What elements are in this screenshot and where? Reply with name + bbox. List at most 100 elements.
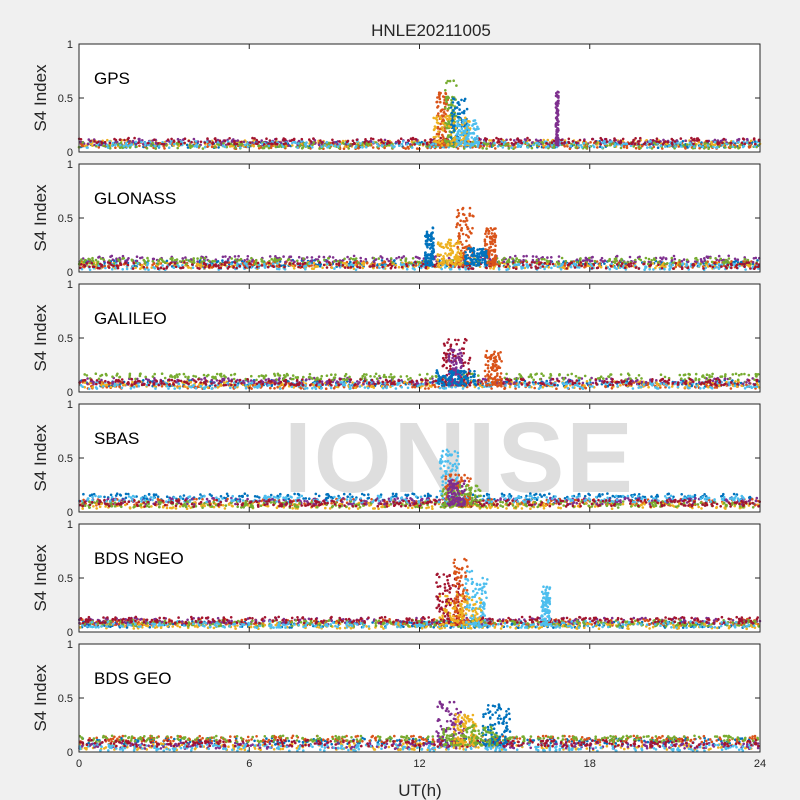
data-point	[311, 143, 314, 147]
data-point	[623, 260, 626, 264]
data-point	[667, 144, 671, 148]
data-point	[426, 260, 430, 263]
data-point	[505, 268, 508, 272]
data-point	[389, 262, 392, 266]
data-point	[429, 247, 432, 250]
data-point	[579, 144, 583, 147]
data-point	[441, 121, 445, 125]
data-point	[239, 140, 243, 144]
data-point	[493, 232, 496, 235]
data-point	[422, 262, 425, 266]
data-point	[167, 146, 171, 149]
data-point	[701, 260, 704, 264]
data-point	[716, 139, 720, 142]
data-point	[437, 143, 440, 147]
data-point	[267, 144, 271, 148]
data-point	[660, 267, 664, 270]
data-point	[568, 263, 571, 266]
data-point	[153, 144, 156, 148]
data-point	[393, 259, 396, 262]
data-point	[463, 259, 467, 263]
data-point	[397, 255, 401, 259]
data-point	[126, 138, 130, 141]
data-point	[461, 232, 465, 236]
data-point	[299, 262, 302, 265]
data-point	[412, 263, 415, 267]
data-point	[662, 141, 666, 144]
data-point	[103, 140, 107, 144]
data-point	[438, 138, 441, 142]
data-point	[89, 140, 92, 143]
data-point	[579, 261, 583, 264]
data-point	[349, 260, 352, 264]
data-point	[535, 261, 539, 265]
data-point	[613, 266, 617, 269]
data-point	[628, 255, 632, 259]
data-point	[138, 137, 141, 141]
data-point	[556, 265, 560, 269]
data-point	[568, 147, 572, 150]
data-point	[472, 252, 476, 255]
data-point	[603, 142, 607, 146]
data-point	[436, 258, 439, 261]
data-point	[425, 232, 429, 235]
data-point	[377, 139, 381, 142]
data-point	[731, 145, 735, 148]
data-point	[333, 144, 337, 148]
data-point	[91, 265, 95, 269]
data-point	[471, 254, 474, 258]
data-point	[405, 143, 409, 146]
data-point	[357, 261, 360, 264]
data-point	[637, 140, 641, 143]
data-point	[496, 141, 499, 144]
data-point	[273, 141, 277, 144]
data-point	[724, 146, 727, 149]
data-point	[555, 137, 559, 141]
data-point	[490, 253, 494, 256]
data-point	[83, 144, 87, 147]
data-point	[111, 258, 115, 262]
data-point	[514, 254, 517, 258]
data-point	[111, 141, 115, 145]
data-point	[192, 257, 195, 260]
data-point	[297, 265, 300, 269]
data-point	[172, 266, 176, 270]
data-point	[275, 137, 278, 141]
data-point	[449, 133, 453, 136]
data-point	[510, 142, 514, 145]
data-point	[474, 141, 477, 145]
data-point	[442, 119, 446, 122]
data-point	[625, 146, 629, 150]
data-point	[380, 140, 384, 144]
y-tick-label: 0	[67, 267, 73, 279]
data-point	[710, 260, 714, 264]
data-point	[555, 260, 559, 264]
data-point	[500, 258, 504, 262]
data-point	[428, 146, 432, 149]
data-point	[444, 102, 448, 106]
data-point	[680, 266, 684, 269]
data-point	[596, 266, 600, 270]
data-point	[436, 254, 440, 257]
data-point	[308, 262, 311, 265]
data-point	[243, 143, 247, 147]
data-point	[299, 144, 302, 147]
data-point	[171, 258, 174, 262]
data-point	[619, 146, 623, 150]
data-point	[397, 265, 401, 269]
data-point	[485, 266, 488, 270]
data-point	[521, 261, 525, 264]
data-point	[244, 266, 247, 269]
data-point	[274, 254, 277, 258]
data-point	[609, 143, 612, 147]
data-point	[367, 140, 370, 144]
data-point	[206, 140, 209, 144]
data-point	[162, 142, 166, 146]
data-point	[361, 146, 364, 149]
data-point	[426, 246, 429, 249]
data-point	[643, 268, 646, 272]
data-point	[379, 138, 383, 141]
data-point	[634, 258, 637, 262]
data-point	[327, 145, 331, 148]
